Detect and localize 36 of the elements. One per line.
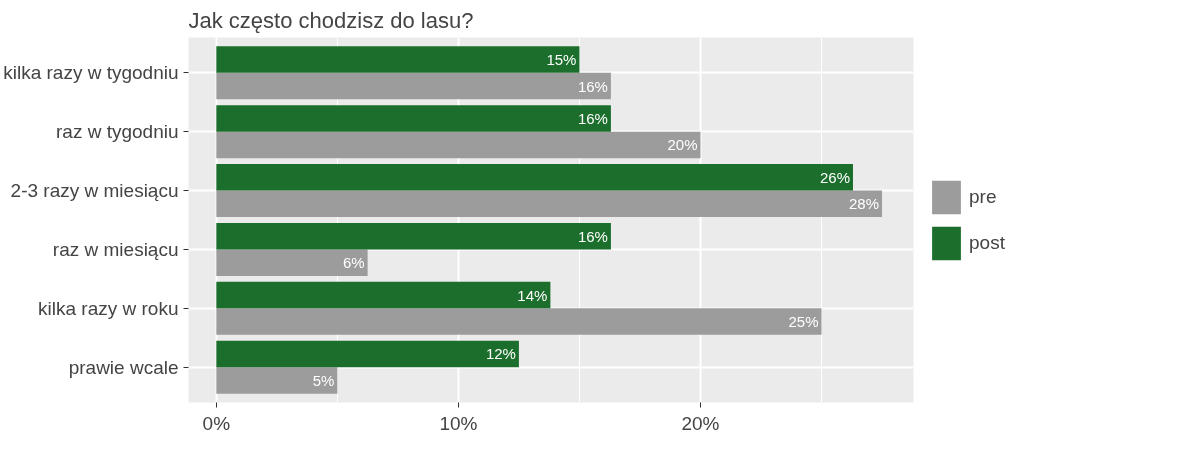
bar	[216, 105, 611, 132]
bar	[216, 281, 551, 309]
x-tick-label: 10%	[439, 412, 478, 434]
bar	[216, 367, 338, 394]
data-label: 25%	[788, 313, 819, 331]
data-label: 28%	[849, 195, 880, 213]
data-label: 12%	[485, 345, 516, 363]
data-label: 6%	[342, 254, 365, 272]
data-label: 16%	[577, 109, 608, 127]
bar	[216, 190, 883, 218]
bar	[216, 308, 822, 335]
data-label: 5%	[312, 371, 335, 389]
data-label: 14%	[517, 286, 548, 304]
data-label: 26%	[819, 168, 850, 186]
bar	[216, 340, 519, 368]
y-tick-label: raz w miesiącu	[52, 238, 179, 260]
data-label: 15%	[546, 51, 577, 69]
x-tick-label: 20%	[681, 412, 720, 434]
y-tick-label: raz w tygodniu	[55, 121, 179, 143]
bar	[216, 222, 611, 250]
x-tick-label: 0%	[202, 412, 231, 434]
data-label: 16%	[577, 227, 608, 245]
legend-label: post	[969, 231, 1005, 254]
data-label: 20%	[667, 136, 698, 154]
legend-label: pre	[969, 185, 997, 208]
chart-title: Jak często chodzisz do lasu?	[188, 7, 474, 33]
data-label: 16%	[577, 77, 608, 95]
bar	[216, 249, 368, 276]
y-tick-label: kilka razy w roku	[38, 297, 179, 319]
bar	[216, 164, 853, 191]
bar	[216, 46, 580, 73]
y-tick-label: prawie wcale	[68, 356, 179, 378]
y-tick-label: kilka razy w tygodniu	[3, 62, 179, 84]
y-tick-label: 2-3 razy w miesiącu	[10, 180, 179, 202]
bar	[216, 131, 701, 159]
bar	[216, 72, 611, 100]
